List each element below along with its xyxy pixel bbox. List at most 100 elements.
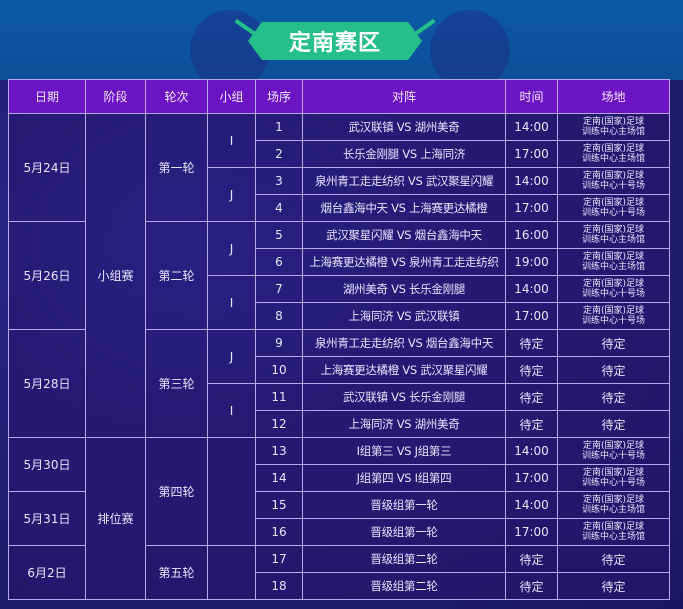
- match-time: 17:00: [505, 302, 558, 330]
- date-cell: 5月28日: [8, 329, 86, 438]
- venue-cell: 定南(国家)足球 训练中心十号场: [557, 464, 670, 492]
- venue-cell: 定南(国家)足球 训练中心主场馆: [557, 221, 670, 249]
- match-time: 17:00: [505, 140, 558, 168]
- table-row: 5月30日 排位赛 第四轮 13 I组第三 VS J组第三 14:00 定南(国家)足球 训练…: [8, 437, 670, 600]
- match-time: 待定: [505, 329, 558, 357]
- table-row: 16 晋级组第一轮 17:00 定南(国家)足球 训练中心主场馆: [9, 518, 670, 546]
- table-row: 10 上海赛更达橘橙 VS 武汉聚星闪耀 待定 待定: [9, 356, 670, 384]
- date-cell: 5月30日: [8, 437, 86, 492]
- table-row: J 3 泉州青工走走纺织 VS 武汉聚星闪耀 14:00 定南(国家)足球 训练中心十号场: [9, 167, 670, 222]
- table-row: 5月28日 第三轮 J 9 泉州青工走走纺织 VS 烟台鑫海中天 待定 待定: [8, 329, 670, 438]
- match-number: 4: [255, 194, 303, 222]
- venue-cell: 定南(国家)足球 训练中心十号场: [557, 167, 670, 195]
- venue-line: 定南(国家)足球: [582, 198, 645, 208]
- venue-cell: 待定: [557, 572, 670, 600]
- round-cell: 第一轮: [145, 113, 208, 222]
- match-number: 9: [255, 329, 303, 357]
- round-cell: 第四轮: [145, 437, 208, 546]
- match-time: 待定: [505, 383, 558, 411]
- match-time: 待定: [505, 356, 558, 384]
- venue-line: 定南(国家)足球: [582, 441, 645, 451]
- matchup: 泉州青工走走纺织 VS 武汉聚星闪耀: [302, 167, 506, 195]
- venue-cell: 定南(国家)足球 训练中心主场馆: [557, 518, 670, 546]
- venue-line: 训练中心十号场: [581, 478, 645, 488]
- venue-line: 定南(国家)足球: [582, 495, 645, 505]
- column-header: 日期: [8, 79, 86, 114]
- venue-cell: 待定: [557, 356, 670, 384]
- match-number: 10: [255, 356, 303, 384]
- stage-cell: 排位赛: [85, 437, 146, 600]
- match-number: 15: [255, 491, 303, 519]
- group-cell: [207, 545, 256, 600]
- match-number: 16: [255, 518, 303, 546]
- column-header: 时间: [505, 79, 558, 114]
- match-number: 17: [255, 545, 303, 573]
- stage-cell: 小组赛: [85, 113, 146, 438]
- matchup: J组第四 VS I组第四: [302, 464, 506, 492]
- match-time: 待定: [505, 545, 558, 573]
- venue-line: 训练中心十号场: [581, 208, 645, 218]
- round-cell: 第五轮: [145, 545, 208, 600]
- column-header: 小组: [207, 79, 256, 114]
- match-time: 17:00: [505, 194, 558, 222]
- column-header: 阶段: [85, 79, 146, 114]
- match-number: 11: [255, 383, 303, 411]
- matchup: 湖州美奇 VS 长乐金刚腿: [302, 275, 506, 303]
- match-number: 1: [255, 113, 303, 141]
- venue-line: 训练中心主场馆: [581, 235, 645, 245]
- venue-line: 训练中心十号场: [581, 316, 645, 326]
- match-number: 7: [255, 275, 303, 303]
- match-number: 2: [255, 140, 303, 168]
- round-cell: 第二轮: [145, 221, 208, 330]
- table-row: I 11 武汉联镇 VS 长乐金刚腿 待定 待定: [9, 383, 670, 438]
- table-row: 6月2日 第五轮 17 晋级组第二轮 待定 待定: [8, 545, 670, 600]
- decor-circle: [430, 10, 510, 90]
- venue-line: 定南(国家)足球: [582, 468, 645, 478]
- venue-line: 训练中心主场馆: [581, 154, 645, 164]
- matchup: 武汉联镇 VS 长乐金刚腿: [302, 383, 506, 411]
- table-row: 5月31日 15 晋级组第一轮 14:00 定南(国家)足球 训练中心主场馆: [8, 491, 670, 546]
- venue-cell: 定南(国家)足球 训练中心十号场: [557, 437, 670, 465]
- column-header: 场序: [255, 79, 303, 114]
- group-cell: J: [207, 329, 256, 384]
- table-row: 4 烟台鑫海中天 VS 上海赛更达橘橙 17:00 定南(国家)足球 训练中心十号场: [9, 194, 670, 222]
- matchup: 晋级组第一轮: [302, 491, 506, 519]
- match-number: 8: [255, 302, 303, 330]
- venue-line: 训练中心主场馆: [581, 262, 645, 272]
- match-time: 待定: [505, 410, 558, 438]
- group-cell: I: [207, 275, 256, 330]
- table-row: 8 上海同济 VS 武汉联镇 17:00 定南(国家)足球 训练中心十号场: [9, 302, 670, 330]
- table-row: I 7 湖州美奇 VS 长乐金刚腿 14:00 定南(国家)足球 训练中心十号场: [9, 275, 670, 330]
- matchup: 长乐金刚腿 VS 上海同济: [302, 140, 506, 168]
- table-row: 12 上海同济 VS 湖州美奇 待定 待定: [9, 410, 670, 438]
- matchup: 泉州青工走走纺织 VS 烟台鑫海中天: [302, 329, 506, 357]
- venue-cell: 定南(国家)足球 训练中心十号场: [557, 275, 670, 303]
- match-number: 6: [255, 248, 303, 276]
- group-cell: J: [207, 167, 256, 222]
- date-cell: 6月2日: [8, 545, 86, 600]
- match-number: 5: [255, 221, 303, 249]
- venue-cell: 定南(国家)足球 训练中心主场馆: [557, 113, 670, 141]
- venue-cell: 待定: [557, 329, 670, 357]
- venue-line: 定南(国家)足球: [582, 306, 645, 316]
- matchup: 烟台鑫海中天 VS 上海赛更达橘橙: [302, 194, 506, 222]
- match-time: 14:00: [505, 437, 558, 465]
- table-row: 14 J组第四 VS I组第四 17:00 定南(国家)足球 训练中心十号场: [9, 464, 670, 492]
- venue-line: 定南(国家)足球: [582, 117, 645, 127]
- match-time: 19:00: [505, 248, 558, 276]
- venue-line: 定南(国家)足球: [582, 225, 645, 235]
- match-number: 14: [255, 464, 303, 492]
- group-cell: [207, 437, 256, 546]
- match-number: 3: [255, 167, 303, 195]
- group-cell: I: [207, 113, 256, 168]
- date-cell: 5月26日: [8, 221, 86, 330]
- venue-cell: 定南(国家)足球 训练中心十号场: [557, 302, 670, 330]
- matchup: 晋级组第二轮: [302, 572, 506, 600]
- venue-cell: 待定: [557, 410, 670, 438]
- match-time: 17:00: [505, 464, 558, 492]
- matchup: 上海赛更达橘橙 VS 武汉聚星闪耀: [302, 356, 506, 384]
- match-time: 待定: [505, 572, 558, 600]
- venue-cell: 待定: [557, 383, 670, 411]
- matchup: 上海赛更达橘橙 VS 泉州青工走走纺织: [302, 248, 506, 276]
- venue-cell: 定南(国家)足球 训练中心主场馆: [557, 140, 670, 168]
